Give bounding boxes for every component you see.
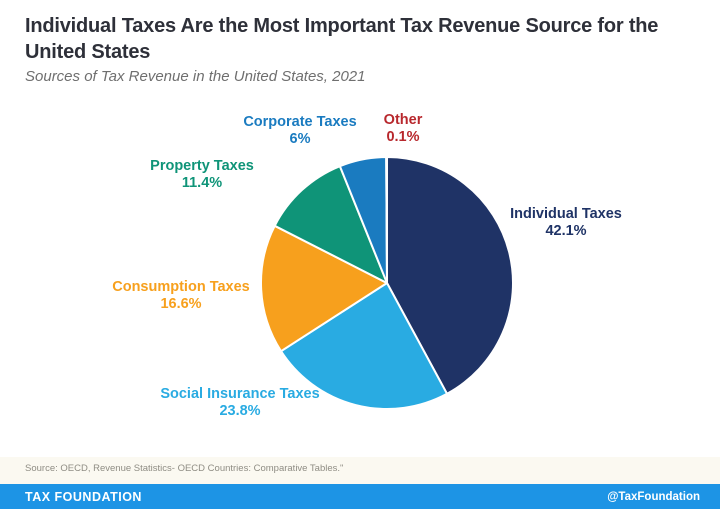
brand-name: TAX FOUNDATION <box>25 489 142 504</box>
twitter-handle: @TaxFoundation <box>607 490 700 503</box>
pie-slice-property-taxes <box>273 165 388 284</box>
slice-label-text: Property Taxes <box>150 158 254 174</box>
slice-label-pct: 0.1% <box>386 129 420 145</box>
slice-label-text: Consumption Taxes <box>112 279 250 295</box>
slice-label-text: Individual Taxes <box>510 206 622 222</box>
pie-slice-other <box>385 155 388 284</box>
page-title: Individual Taxes Are the Most Important … <box>25 15 659 63</box>
page-subtitle: Sources of Tax Revenue in the United Sta… <box>25 68 366 85</box>
pie-chart-svg <box>260 155 514 410</box>
pie-chart: Individual Taxes 42.1% Social Insurance … <box>0 95 720 475</box>
slice-label-pct: 6% <box>289 131 311 147</box>
pie-slice-consumption-taxes <box>260 224 388 353</box>
slice-label-text: Other <box>383 112 423 128</box>
slice-label-text: Social Insurance Taxes <box>160 386 320 402</box>
slice-label-pct: 23.8% <box>219 403 261 419</box>
source-note: Source: OECD, Revenue Statistics- OECD C… <box>25 463 344 474</box>
slice-label-corporate-taxes: Corporate Taxes 6% <box>243 114 356 148</box>
pie-slice-social-insurance-taxes <box>280 282 449 410</box>
pie-slice-individual-taxes <box>386 156 514 395</box>
source-strip: Source: OECD, Revenue Statistics- OECD C… <box>0 457 720 484</box>
slice-label-pct: 16.6% <box>160 296 202 312</box>
slice-label-other: Other 0.1% <box>384 112 423 146</box>
slice-label-individual-taxes: Individual Taxes 42.1% <box>510 206 622 240</box>
slice-label-pct: 42.1% <box>545 223 587 239</box>
slice-label-consumption-taxes: Consumption Taxes 16.6% <box>112 279 250 313</box>
slice-label-pct: 11.4% <box>181 175 223 191</box>
slice-label-text: Corporate Taxes <box>243 114 357 130</box>
slice-label-social-insurance-taxes: Social Insurance Taxes 23.8% <box>160 386 319 420</box>
footer-bar: TAX FOUNDATION @TaxFoundation <box>0 484 720 509</box>
slice-label-property-taxes: Property Taxes 11.4% <box>150 158 254 192</box>
